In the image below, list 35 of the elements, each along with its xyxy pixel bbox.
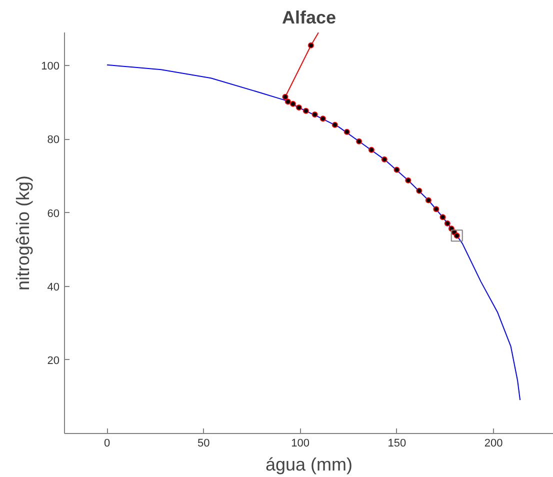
point xyxy=(356,138,362,144)
point xyxy=(444,220,450,226)
point xyxy=(308,42,314,48)
x-tick-label: 200 xyxy=(484,438,503,450)
y-tick-label: 60 xyxy=(47,208,60,220)
point xyxy=(440,214,446,220)
point xyxy=(450,230,463,242)
point xyxy=(405,177,412,184)
point xyxy=(425,197,432,204)
x-tick-label: 100 xyxy=(291,438,310,450)
point xyxy=(282,94,288,100)
point xyxy=(332,122,338,128)
x-tick-label: 0 xyxy=(104,438,110,450)
line-series xyxy=(106,64,521,401)
point xyxy=(290,100,296,107)
point xyxy=(344,128,350,135)
point xyxy=(433,206,440,212)
point xyxy=(296,104,302,111)
point xyxy=(320,116,326,122)
point xyxy=(368,146,374,153)
y-tick-label: 40 xyxy=(47,281,60,294)
x-axis-title: água (mm) xyxy=(265,454,353,474)
y-tick-label: 20 xyxy=(47,354,60,367)
x-tick-label: 150 xyxy=(388,438,406,450)
y-tick-label: 100 xyxy=(41,60,60,73)
point xyxy=(381,156,388,162)
point xyxy=(416,188,422,194)
point xyxy=(284,98,291,105)
point xyxy=(302,108,309,114)
x-tick-label: 50 xyxy=(198,438,210,450)
point xyxy=(312,112,318,118)
chart-title: Alface xyxy=(282,8,336,28)
y-axis-title: nitrogênio (kg) xyxy=(13,175,34,291)
point xyxy=(394,166,400,173)
y-tick-label: 80 xyxy=(47,134,60,146)
